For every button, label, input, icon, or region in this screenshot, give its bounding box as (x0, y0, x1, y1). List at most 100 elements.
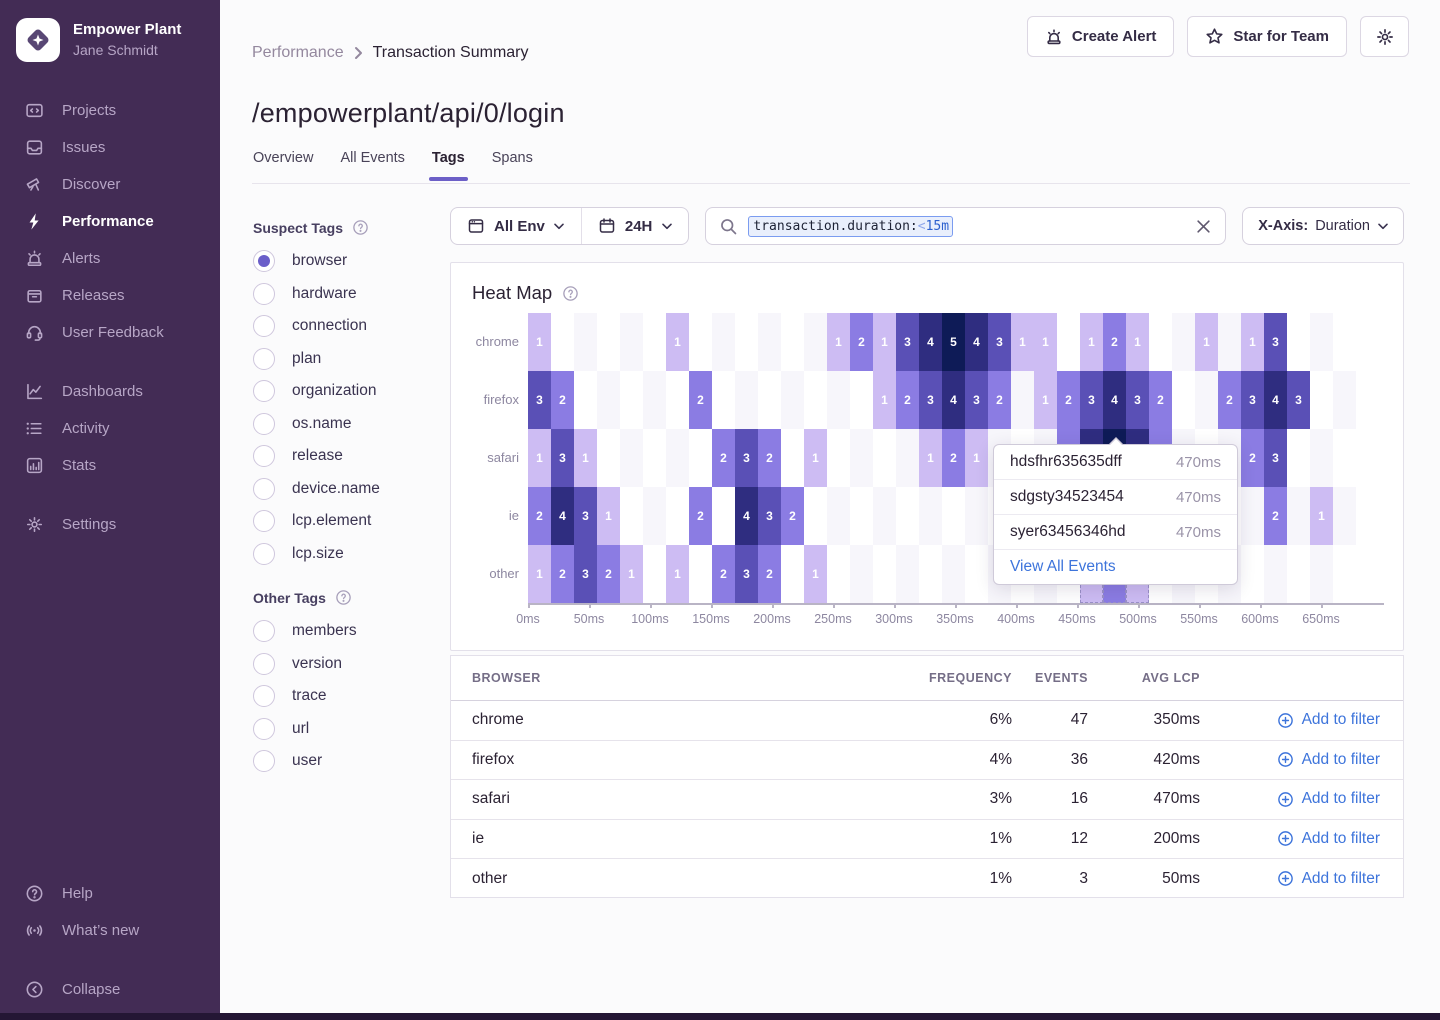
heatmap-cell-empty[interactable] (1195, 371, 1218, 429)
heatmap-cell-empty[interactable] (804, 313, 827, 371)
heatmap-cell[interactable]: 2 (528, 487, 551, 545)
heatmap-cell[interactable]: 1 (1241, 313, 1264, 371)
heatmap-cell-empty[interactable] (1287, 429, 1310, 487)
radio-button[interactable] (253, 282, 275, 305)
heatmap-cell-empty[interactable] (873, 487, 896, 545)
tag-option-browser[interactable]: browser (253, 245, 438, 278)
heatmap-cell-empty[interactable] (1333, 429, 1356, 487)
heatmap-cell-empty[interactable] (643, 487, 666, 545)
heatmap-cell-empty[interactable] (804, 487, 827, 545)
heatmap-cell[interactable]: 3 (758, 487, 781, 545)
heatmap-cell[interactable]: 2 (781, 487, 804, 545)
sidebar-item-activity[interactable]: Activity (0, 410, 220, 447)
radio-button[interactable] (253, 445, 275, 468)
sidebar-item-discover[interactable]: Discover (0, 166, 220, 203)
heatmap-cell-empty[interactable] (758, 313, 781, 371)
heatmap-cell[interactable]: 3 (574, 545, 597, 603)
add-to-filter-button[interactable]: Add to filter (1200, 790, 1403, 808)
heatmap-cell-empty[interactable] (574, 313, 597, 371)
heatmap-cell[interactable]: 2 (689, 487, 712, 545)
tooltip-event-id[interactable]: sdgsty34523454 (1010, 488, 1124, 505)
heatmap-cell[interactable]: 3 (1287, 371, 1310, 429)
heatmap-cell[interactable]: 2 (551, 371, 574, 429)
heatmap-cell[interactable]: 3 (965, 371, 988, 429)
heatmap-cell-empty[interactable] (1333, 487, 1356, 545)
search-query-token[interactable]: transaction.duration:<15m (748, 215, 954, 237)
heatmap-cell[interactable]: 1 (1034, 313, 1057, 371)
question-circle-icon[interactable] (562, 285, 579, 302)
heatmap-cell[interactable]: 2 (712, 429, 735, 487)
heatmap-cell[interactable]: 3 (988, 313, 1011, 371)
sidebar-item-dashboards[interactable]: Dashboards (0, 373, 220, 410)
heatmap-cell[interactable]: 1 (919, 429, 942, 487)
heatmap-cell[interactable]: 4 (551, 487, 574, 545)
heatmap-cell[interactable]: 3 (528, 371, 551, 429)
sidebar-item-stats[interactable]: Stats (0, 447, 220, 484)
clear-search-icon[interactable] (1194, 217, 1212, 235)
heatmap-cell[interactable]: 1 (620, 545, 643, 603)
sidebar-item-releases[interactable]: Releases (0, 277, 220, 314)
heatmap-cell-empty[interactable] (1333, 545, 1356, 603)
sidebar-item-alerts[interactable]: Alerts (0, 240, 220, 277)
radio-button[interactable] (253, 347, 275, 370)
heatmap-cell[interactable]: 2 (850, 313, 873, 371)
heatmap-cell-empty[interactable] (689, 313, 712, 371)
heatmap-cell[interactable]: 1 (1011, 313, 1034, 371)
heatmap-cell-empty[interactable] (1241, 545, 1264, 603)
tag-option-version[interactable]: version (253, 648, 438, 681)
heatmap-cell[interactable]: 2 (1149, 371, 1172, 429)
tab-all-events[interactable]: All Events (340, 150, 405, 166)
tag-option-members[interactable]: members (253, 615, 438, 648)
heatmap-cell-empty[interactable] (965, 487, 988, 545)
radio-button[interactable] (253, 685, 275, 708)
radio-button[interactable] (253, 620, 275, 643)
heatmap-cell[interactable]: 3 (735, 429, 758, 487)
radio-button[interactable] (253, 652, 275, 675)
heatmap-cell[interactable]: 2 (689, 371, 712, 429)
tab-spans[interactable]: Spans (491, 150, 533, 166)
heatmap-cell[interactable]: 1 (873, 371, 896, 429)
heatmap-cell[interactable]: 3 (1080, 371, 1103, 429)
heatmap-cell[interactable]: 1 (873, 313, 896, 371)
heatmap-cell[interactable]: 2 (896, 371, 919, 429)
heatmap-cell-empty[interactable] (1057, 313, 1080, 371)
tag-option-device-name[interactable]: device.name (253, 473, 438, 506)
heatmap-cell[interactable]: 2 (1264, 487, 1287, 545)
add-to-filter-button[interactable]: Add to filter (1200, 830, 1403, 848)
heatmap-cell-empty[interactable] (827, 371, 850, 429)
heatmap-cell-empty[interactable] (1287, 487, 1310, 545)
heatmap-cell-empty[interactable] (827, 487, 850, 545)
heatmap-cell[interactable]: 1 (597, 487, 620, 545)
heatmap-cell-empty[interactable] (620, 487, 643, 545)
tooltip-event-id[interactable]: hdsfhr635635dff (1010, 453, 1122, 470)
tag-option-organization[interactable]: organization (253, 375, 438, 408)
sidebar-item-performance[interactable]: Performance (0, 203, 220, 240)
heatmap-cell[interactable]: 1 (1195, 313, 1218, 371)
heatmap-cell[interactable]: 4 (1264, 371, 1287, 429)
heatmap-cell[interactable]: 3 (574, 487, 597, 545)
heatmap-cell-empty[interactable] (712, 371, 735, 429)
heatmap-cell-empty[interactable] (827, 429, 850, 487)
tag-option-plan[interactable]: plan (253, 343, 438, 376)
heatmap-cell[interactable]: 1 (574, 429, 597, 487)
settings-gear-button[interactable] (1360, 16, 1409, 57)
heatmap-cell-empty[interactable] (1333, 313, 1356, 371)
heatmap-cell[interactable]: 4 (965, 313, 988, 371)
heatmap-cell[interactable]: 1 (965, 429, 988, 487)
heatmap-cell[interactable]: 4 (735, 487, 758, 545)
heatmap-cell-empty[interactable] (827, 545, 850, 603)
heatmap-cell-empty[interactable] (666, 487, 689, 545)
heatmap-cell[interactable]: 3 (1264, 313, 1287, 371)
heatmap-cell[interactable]: 1 (528, 545, 551, 603)
heatmap-cell-empty[interactable] (919, 487, 942, 545)
tag-option-lcp-element[interactable]: lcp.element (253, 505, 438, 538)
heatmap-cell-empty[interactable] (689, 429, 712, 487)
heatmap-cell-empty[interactable] (919, 545, 942, 603)
heatmap-cell[interactable]: 2 (1218, 371, 1241, 429)
heatmap-cell-empty[interactable] (1218, 313, 1241, 371)
heatmap-cell[interactable]: 1 (1080, 313, 1103, 371)
heatmap-cell-empty[interactable] (1333, 371, 1356, 429)
sidebar-item-what-s-new[interactable]: What’s new (0, 912, 220, 949)
heatmap-cell-empty[interactable] (1149, 313, 1172, 371)
heatmap-cell-empty[interactable] (965, 545, 988, 603)
